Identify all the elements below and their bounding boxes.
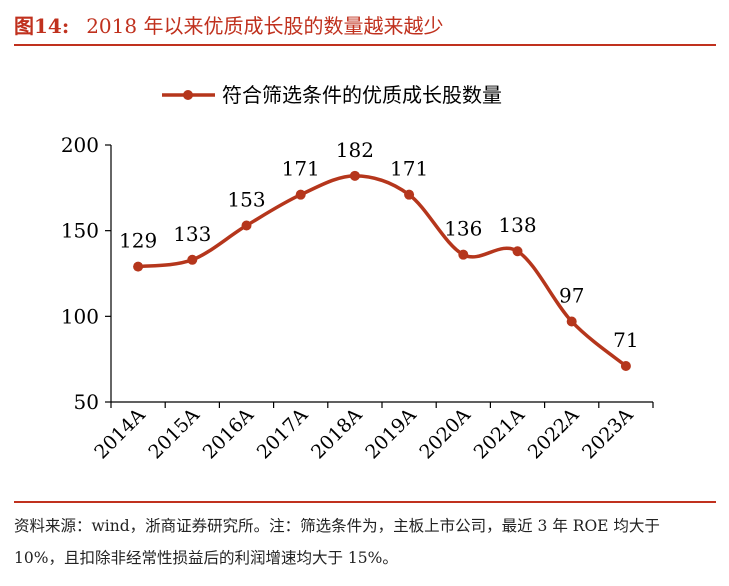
data-point [187, 254, 198, 265]
x-tick-label: 2014A [90, 404, 150, 464]
data-label: 171 [390, 157, 428, 181]
x-tick-label: 2020A [415, 404, 475, 464]
x-tick-label: 2015A [144, 404, 204, 464]
x-tick-label: 2019A [361, 404, 421, 464]
data-label: 182 [336, 138, 374, 162]
x-tick-label: 2018A [307, 404, 367, 464]
figure-number: 图14: [14, 14, 70, 38]
y-tick-label: 150 [61, 219, 99, 243]
y-tick-label: 50 [74, 390, 99, 414]
data-point [349, 170, 360, 181]
series-line [137, 174, 628, 368]
data-label: 71 [613, 328, 638, 352]
data-label: 136 [444, 217, 482, 241]
data-point [566, 316, 577, 327]
data-label: 171 [282, 157, 320, 181]
figure-title-text: 2018 年以来优质成长股的数量越来越少 [86, 14, 444, 38]
data-point [458, 249, 469, 260]
source-note: 资料来源：wind，浙商证券研究所。注：筛选条件为，主板上市公司，最近 3 年 … [14, 517, 660, 567]
data-label: 129 [119, 229, 157, 253]
plot-area: 129 133 153 171 182 171 136 138 97 71 [119, 138, 639, 372]
legend-marker [183, 90, 193, 100]
x-tick-label: 2023A [578, 404, 638, 464]
x-tick-label: 2017A [253, 404, 313, 464]
data-label: 138 [498, 213, 536, 237]
data-label: 133 [173, 222, 211, 246]
y-tick-label: 100 [61, 304, 99, 328]
data-point [241, 220, 252, 231]
bottom-divider [14, 501, 716, 503]
data-label: 97 [559, 283, 584, 307]
data-point [404, 189, 415, 200]
data-label: 153 [227, 188, 265, 212]
legend: 符合筛选条件的优质成长股数量 [162, 83, 502, 107]
y-tick-label: 200 [61, 133, 99, 157]
figure-title: 图14: 2018 年以来优质成长股的数量越来越少 [14, 10, 443, 39]
x-tick-label: 2022A [524, 404, 584, 464]
data-point [133, 261, 144, 272]
data-point [512, 246, 523, 257]
legend-label: 符合筛选条件的优质成长股数量 [222, 83, 502, 107]
data-point [620, 361, 631, 372]
top-divider [14, 44, 716, 46]
line-chart: 符合筛选条件的优质成长股数量 50 100 150 200 2014A2015A2016… [61, 83, 654, 464]
data-point [295, 189, 306, 200]
x-tick-label: 2016A [199, 404, 259, 464]
x-tick-label: 2021A [470, 404, 530, 464]
